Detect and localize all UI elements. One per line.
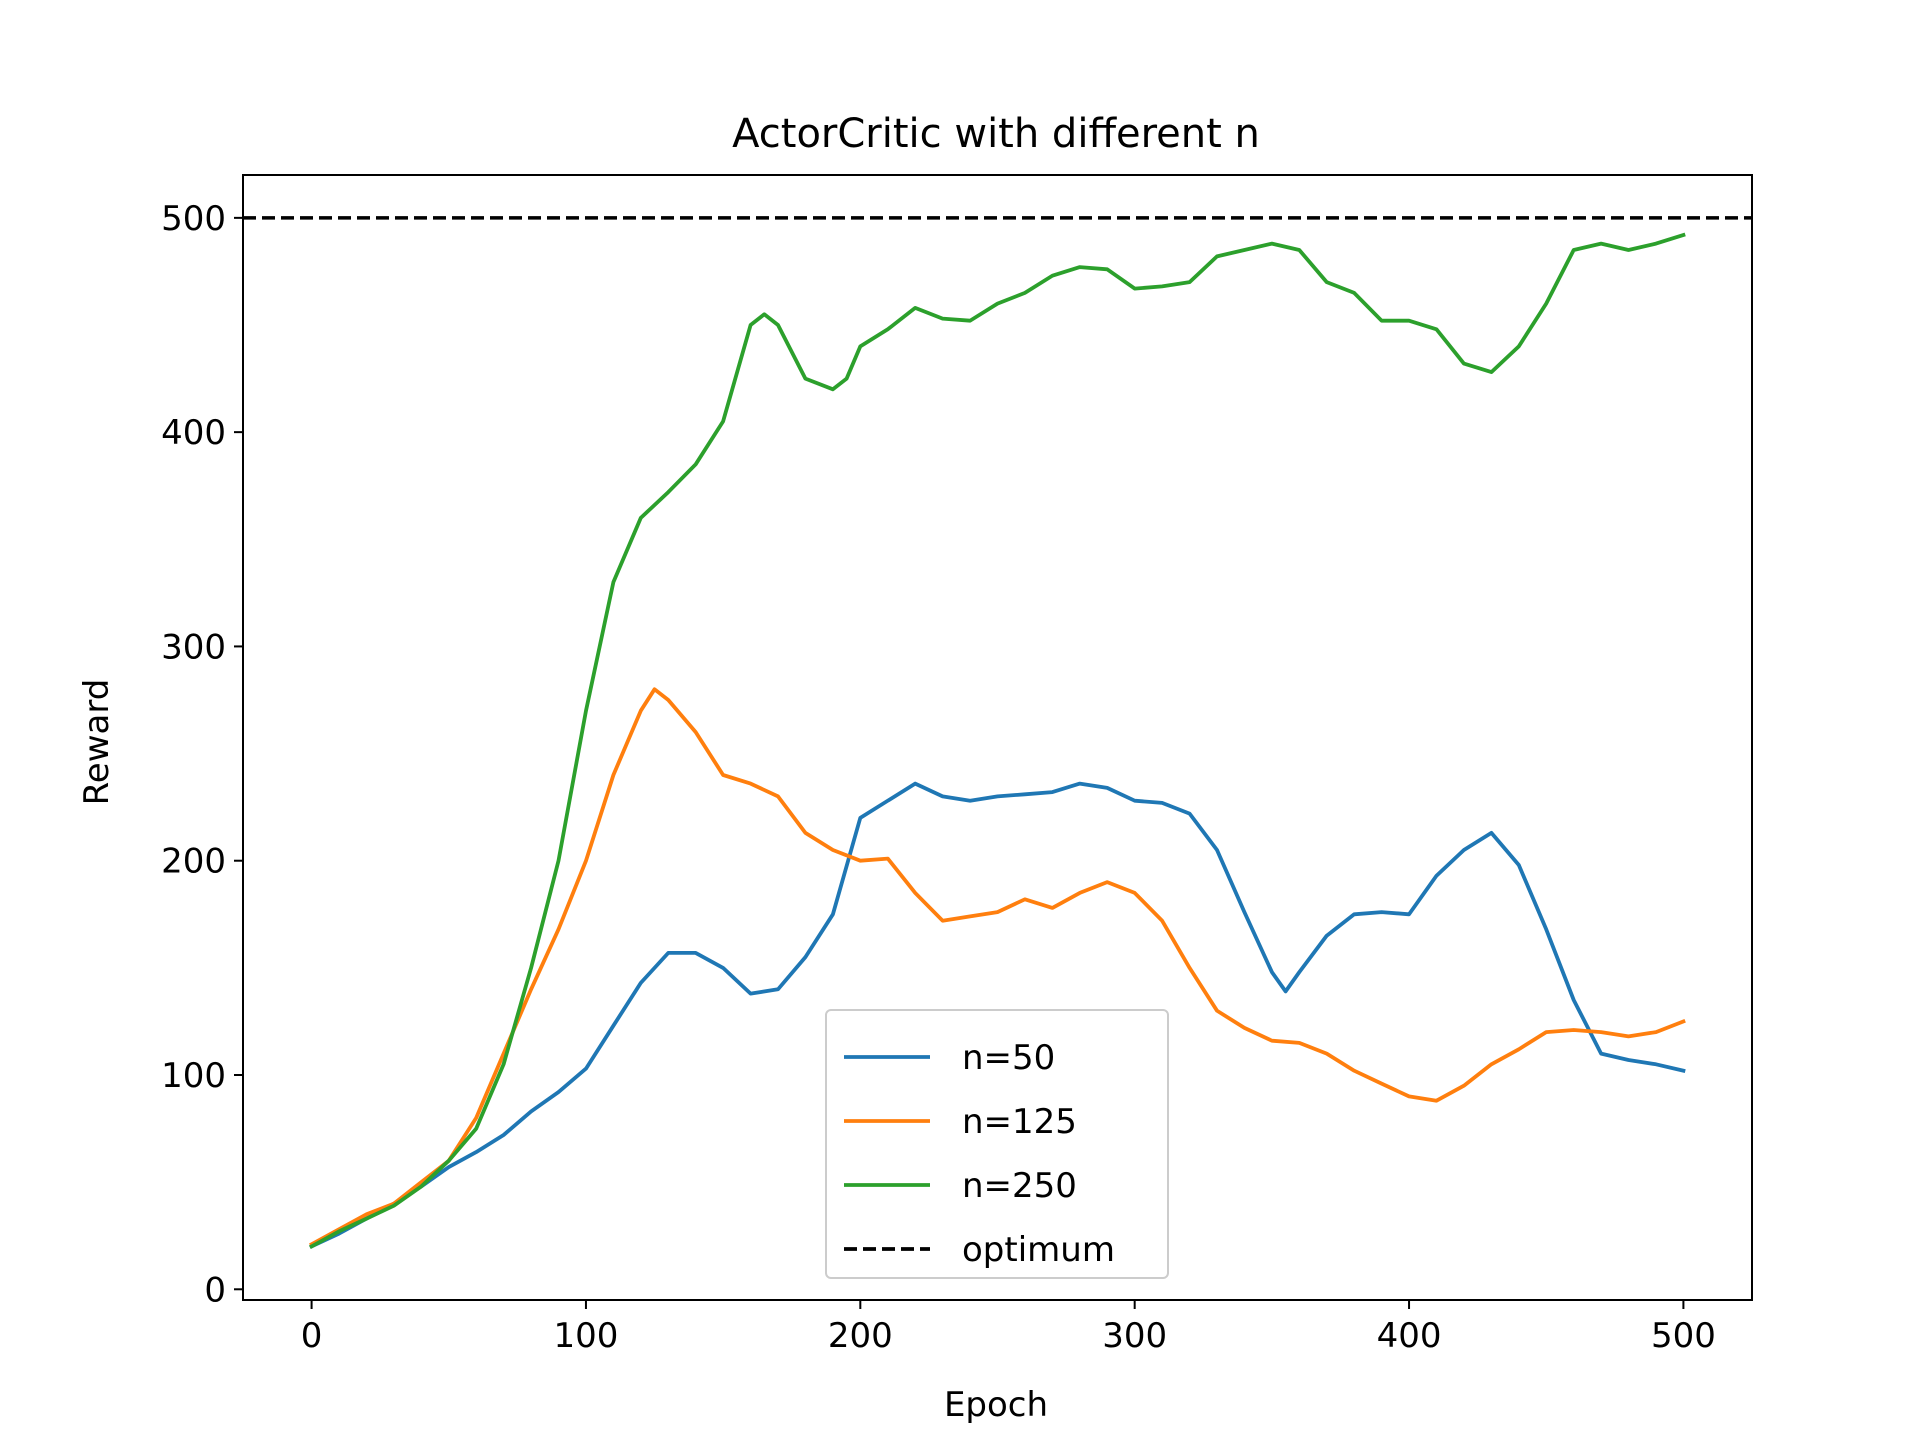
x-tick-label: 100	[554, 1316, 619, 1356]
x-tick-label: 0	[301, 1316, 323, 1356]
legend-label: optimum	[962, 1230, 1115, 1270]
legend-label: n=50	[962, 1038, 1055, 1078]
y-tick-label: 500	[161, 199, 226, 239]
plot-area	[242, 174, 1753, 1301]
legend-label: n=250	[962, 1166, 1077, 1206]
series-group	[243, 216, 1752, 1249]
legend-label: n=125	[962, 1102, 1077, 1142]
y-tick-label: 400	[161, 413, 226, 453]
y-tick-label: 0	[204, 1270, 226, 1310]
x-tick-label: 400	[1377, 1316, 1442, 1356]
axes-frame	[242, 174, 1753, 1301]
y-tick-label: 100	[161, 1056, 226, 1096]
series-line-n-125	[309, 687, 1686, 1247]
y-tick-label: 200	[161, 842, 226, 882]
series-line-n-50	[309, 781, 1686, 1249]
legend-box	[825, 1009, 1169, 1279]
y-tick-label: 300	[161, 627, 226, 667]
x-axis-label: Epoch	[944, 1385, 1048, 1425]
series-line-n-250	[309, 232, 1686, 1249]
chart-title: ActorCritic with different n	[732, 111, 1260, 157]
ticks-layer: 0 100 200 300 400 500 0 100 200 300 400 500	[161, 199, 1716, 1356]
x-tick-label: 200	[828, 1316, 893, 1356]
x-tick-label: 500	[1651, 1316, 1716, 1356]
x-tick-label: 300	[1102, 1316, 1167, 1356]
legend: n=50 n=125 n=250 optimum	[825, 1009, 1169, 1279]
y-axis-label: Reward	[77, 679, 117, 806]
